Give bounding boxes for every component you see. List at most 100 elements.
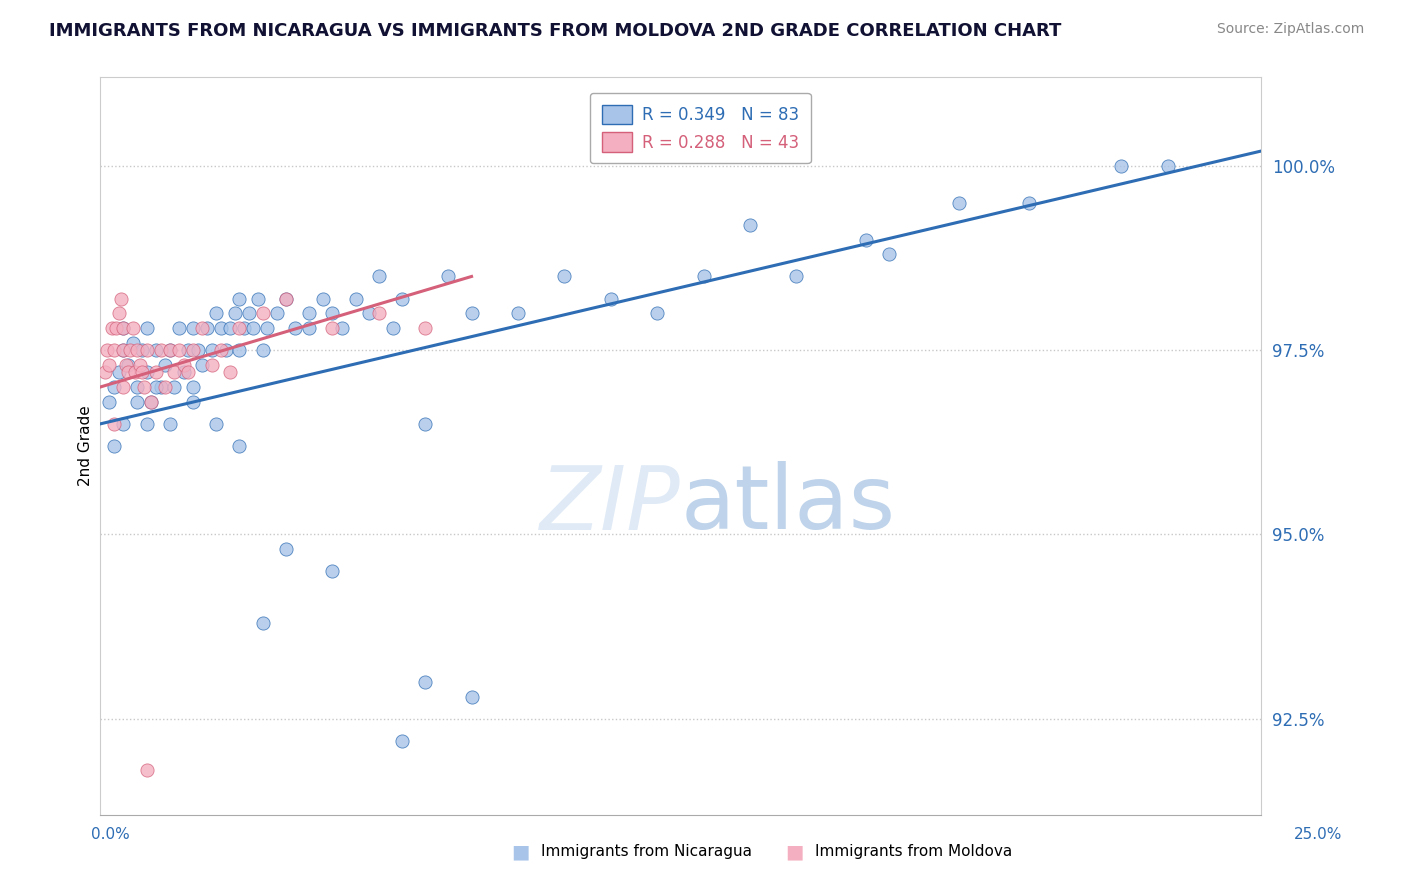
Point	[381, 321, 404, 335]
Point	[167, 343, 190, 358]
Point	[252, 615, 274, 630]
Point	[153, 380, 176, 394]
Point	[145, 343, 167, 358]
Point	[219, 321, 242, 335]
Point	[321, 306, 343, 320]
Point	[112, 321, 135, 335]
Point	[103, 343, 125, 358]
Text: ZIP: ZIP	[540, 462, 681, 548]
Point	[103, 417, 125, 431]
Point	[105, 321, 128, 335]
Point	[96, 343, 118, 358]
Point	[114, 358, 136, 372]
Point	[209, 343, 232, 358]
Point	[252, 306, 274, 320]
Point	[460, 690, 482, 704]
Point	[191, 358, 214, 372]
Point	[159, 417, 181, 431]
Point	[112, 321, 135, 335]
Point	[167, 321, 190, 335]
Point	[173, 365, 195, 379]
Point	[149, 380, 172, 394]
Point	[553, 269, 575, 284]
Point	[131, 365, 153, 379]
Point	[112, 380, 135, 394]
Text: ■: ■	[510, 842, 530, 862]
Point	[181, 321, 204, 335]
Point	[879, 247, 901, 261]
Point	[321, 321, 343, 335]
Point	[121, 321, 143, 335]
Point	[460, 306, 482, 320]
Point	[367, 306, 389, 320]
Point	[330, 321, 353, 335]
Point	[121, 335, 143, 350]
Point	[219, 365, 242, 379]
Point	[120, 343, 142, 358]
Text: atlas: atlas	[681, 461, 896, 549]
Point	[110, 292, 132, 306]
Point	[391, 292, 413, 306]
Point	[201, 343, 224, 358]
Point	[274, 542, 297, 557]
Point	[103, 380, 125, 394]
Point	[359, 306, 381, 320]
Point	[94, 365, 117, 379]
Point	[107, 306, 129, 320]
Point	[128, 358, 150, 372]
Point	[163, 365, 186, 379]
Point	[437, 269, 460, 284]
Point	[413, 417, 436, 431]
Point	[228, 343, 250, 358]
Text: Immigrants from Moldova: Immigrants from Moldova	[815, 845, 1012, 859]
Point	[131, 343, 153, 358]
Point	[177, 365, 200, 379]
Point	[181, 343, 204, 358]
Point	[141, 394, 163, 409]
Point	[599, 292, 621, 306]
Point	[124, 365, 146, 379]
Point	[112, 417, 135, 431]
Point	[117, 365, 139, 379]
Point	[163, 380, 186, 394]
Y-axis label: 2nd Grade: 2nd Grade	[79, 406, 93, 486]
Point	[1157, 159, 1180, 173]
Point	[298, 321, 321, 335]
Legend: R = 0.349   N = 83, R = 0.288   N = 43: R = 0.349 N = 83, R = 0.288 N = 43	[591, 93, 811, 163]
Point	[855, 233, 877, 247]
Point	[367, 269, 389, 284]
Point	[274, 292, 297, 306]
Point	[135, 343, 157, 358]
Point	[134, 380, 156, 394]
Point	[298, 306, 321, 320]
Point	[135, 764, 157, 778]
Point	[413, 674, 436, 689]
Point	[413, 321, 436, 335]
Point	[181, 380, 204, 394]
Point	[1111, 159, 1133, 173]
Point	[256, 321, 278, 335]
Point	[228, 292, 250, 306]
Point	[127, 343, 149, 358]
Point	[738, 218, 761, 232]
Point	[274, 292, 297, 306]
Point	[127, 394, 149, 409]
Point	[228, 321, 250, 335]
Text: ■: ■	[785, 842, 804, 862]
Point	[177, 343, 200, 358]
Point	[209, 321, 232, 335]
Point	[135, 321, 157, 335]
Point	[187, 343, 209, 358]
Point	[98, 394, 121, 409]
Point	[145, 365, 167, 379]
Point	[103, 439, 125, 453]
Point	[135, 417, 157, 431]
Point	[252, 343, 274, 358]
Point	[321, 564, 343, 578]
Point	[506, 306, 529, 320]
Point	[195, 321, 218, 335]
Point	[266, 306, 288, 320]
Point	[101, 321, 124, 335]
Point	[785, 269, 807, 284]
Point	[135, 365, 157, 379]
